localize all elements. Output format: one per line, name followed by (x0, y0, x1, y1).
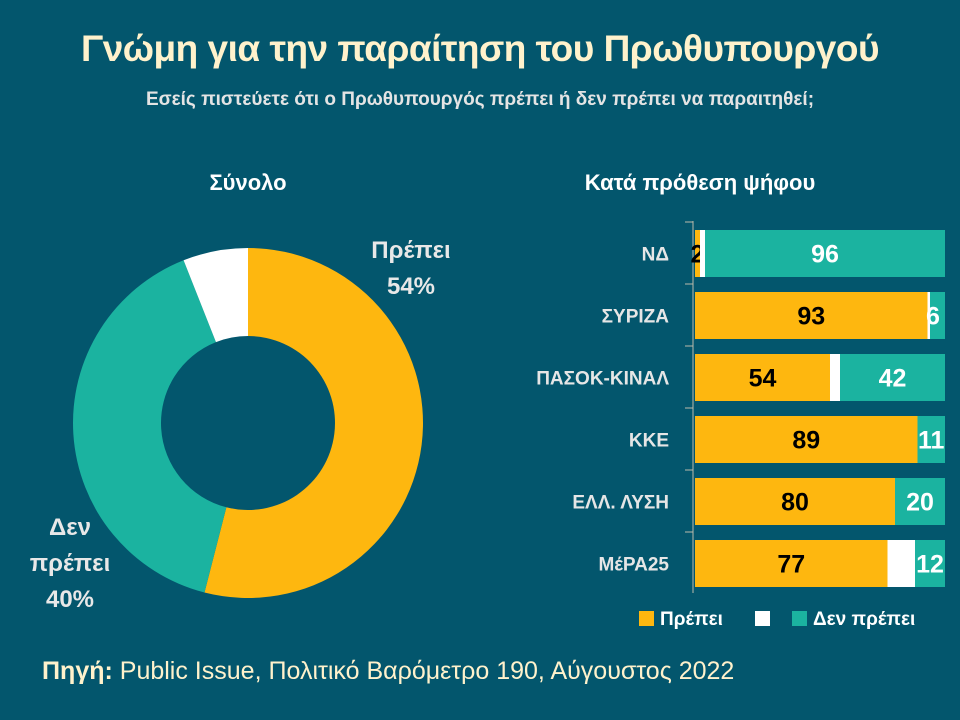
donut-slice-3 (183, 248, 248, 343)
donut-label-yes: 54% (387, 273, 435, 300)
donut-label-no: 40% (46, 586, 94, 613)
category-label: ΜέΡΑ25 (598, 555, 669, 576)
bar-segment-no (895, 478, 945, 525)
donut-slice-1 (204, 248, 423, 598)
donut-label-no: πρέπει (30, 550, 110, 577)
donut-slice-2 (72, 260, 227, 593)
legend-swatch-no (792, 611, 807, 626)
bar-segment-no (840, 354, 945, 401)
donut-label-no: Δεν (49, 514, 91, 541)
data-label: 6 (926, 303, 940, 331)
data-label: 11 (918, 427, 945, 455)
category-label: ΣΥΡΙΖΑ (602, 307, 670, 328)
data-label: 77 (777, 551, 805, 579)
bar-segment-yes (695, 230, 700, 277)
legend-swatch-yes (639, 611, 654, 626)
chart-title: Γνώμη για την παραίτηση του Πρωθυπουργού (80, 28, 880, 69)
bar-chart-title: Κατά πρόθεση ψήφου (584, 170, 816, 195)
bar-segment-yes (695, 416, 918, 463)
category-label: ΚΚΕ (629, 431, 669, 452)
bar-segment-yes (695, 292, 928, 339)
category-label: ΝΔ (642, 245, 669, 266)
bar-segment-yes (695, 354, 830, 401)
legend-label-no: Δεν πρέπει (813, 609, 915, 630)
source-note: Πηγή: Public Issue, Πολιτικό Βαρόμετρο 1… (42, 657, 734, 686)
data-label: 93 (797, 303, 825, 331)
bar-segment-yes (695, 540, 888, 587)
data-label: 42 (879, 365, 907, 393)
data-label: 20 (906, 489, 934, 517)
chart-subtitle: Εσείς πιστεύετε ότι ο Πρωθυπουργός πρέπε… (145, 89, 815, 110)
bar-segment-other (927, 292, 930, 339)
bar-segment-no (917, 416, 945, 463)
bar-segment-other (887, 540, 915, 587)
bar-segment-no (705, 230, 945, 277)
legend-label-yes: Πρέπει (660, 609, 723, 630)
data-label: 80 (781, 489, 809, 517)
donut-label-yes: Πρέπει (371, 237, 450, 264)
data-label: 12 (916, 551, 944, 579)
bar-segment-yes (695, 478, 895, 525)
data-label: 89 (792, 427, 820, 455)
data-label: 96 (811, 241, 839, 269)
bar-segment-no (915, 540, 945, 587)
donut-title: Σύνολο (209, 170, 287, 195)
source-label: Πηγή: (42, 657, 113, 685)
bar-segment-other (830, 354, 840, 401)
legend-swatch-other (755, 611, 770, 626)
data-label: 54 (749, 365, 777, 393)
bar-segment-other (700, 230, 705, 277)
category-label: ΕΛΛ. ΛΥΣΗ (572, 493, 669, 514)
source-text: Public Issue, Πολιτικό Βαρόμετρο 190, Αύ… (112, 657, 735, 685)
bar-segment-no (930, 292, 945, 339)
category-label: ΠΑΣΟΚ-ΚΙΝΑΛ (536, 369, 669, 390)
